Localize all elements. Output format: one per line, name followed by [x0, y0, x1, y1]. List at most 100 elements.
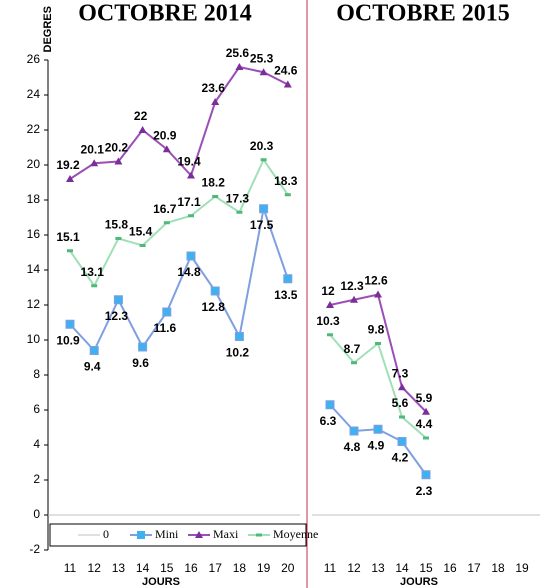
x-tick-label: 15 [160, 561, 174, 575]
marker-mini [397, 437, 407, 446]
marker-moyenne [260, 158, 267, 162]
y-tick-label: 6 [33, 402, 40, 416]
marker-maxi [90, 159, 99, 167]
marker-maxi [350, 295, 358, 303]
data-label: 12.8 [202, 300, 226, 314]
marker-maxi [235, 63, 244, 70]
data-label: 17.3 [226, 191, 250, 205]
marker-moyenne [212, 195, 219, 198]
data-label: 15.4 [129, 225, 153, 239]
marker-maxi [114, 157, 123, 165]
x-tick-label: 13 [371, 561, 385, 575]
marker-maxi [283, 80, 292, 88]
y-tick-label: 26 [27, 52, 41, 66]
data-label: 7.3 [392, 366, 409, 380]
marker-mini [113, 295, 123, 305]
marker-maxi [422, 407, 430, 415]
data-label: 23.6 [202, 81, 226, 95]
marker-mini [283, 274, 293, 284]
marker-mini [210, 286, 220, 296]
marker-mini [162, 307, 172, 317]
chart-title: OCTOBRE 2015 [336, 1, 510, 27]
legend-label: 0 [103, 527, 109, 541]
data-label: 12.3 [340, 279, 364, 293]
marker-moyenne [139, 244, 146, 247]
marker-maxi [211, 98, 220, 105]
x-tick-label: 19 [257, 561, 271, 575]
x-tick-label: 13 [112, 561, 126, 575]
x-tick-label: 18 [233, 561, 247, 575]
data-label: 18.2 [202, 176, 226, 190]
marker-maxi [162, 145, 171, 153]
chart-title: OCTOBRE 2014 [78, 1, 252, 27]
data-label: 4.4 [416, 417, 433, 431]
marker-moyenne [236, 210, 243, 214]
data-label: 2.3 [416, 484, 433, 498]
y-tick-label: 22 [27, 122, 41, 136]
marker-moyenne [375, 342, 381, 345]
data-label: 4.2 [392, 451, 409, 465]
data-label: 6.3 [320, 414, 337, 428]
marker-moyenne [399, 415, 405, 419]
data-label: 5.6 [392, 396, 409, 410]
marker-mini [349, 426, 359, 436]
marker-moyenne [327, 333, 333, 337]
data-label: 13.1 [81, 265, 105, 279]
data-label: 15.1 [56, 230, 80, 244]
x-tick-label: 14 [395, 561, 409, 575]
x-tick-label: 14 [136, 561, 150, 575]
marker-mini [89, 346, 99, 355]
data-label: 17.1 [177, 195, 201, 209]
x-tick-label: 11 [64, 561, 77, 575]
marker-moyenne [423, 436, 429, 440]
data-label: 18.3 [274, 174, 298, 188]
marker-mini [138, 342, 148, 352]
y-tick-label: 16 [27, 227, 41, 241]
series-line [69, 65, 289, 180]
data-label: 9.8 [368, 323, 385, 337]
x-tick-label: 17 [209, 561, 223, 575]
series-line [69, 204, 289, 353]
y-tick-label: 14 [27, 262, 41, 276]
legend-marker [256, 533, 262, 537]
y-tick-label: 2 [33, 472, 40, 486]
data-label: 9.6 [132, 356, 149, 370]
data-label: 10.2 [226, 346, 250, 360]
data-label: 20.3 [250, 139, 274, 153]
data-label: 25.3 [250, 51, 274, 65]
data-label: 19.2 [56, 158, 80, 172]
legend-box [49, 523, 307, 547]
y-tick-label: 18 [27, 192, 41, 206]
x-tick-label: 18 [491, 561, 505, 575]
x-tick-label: 16 [443, 561, 457, 575]
x-tick-label: 12 [88, 561, 102, 575]
y-tick-label: -2 [29, 542, 40, 556]
data-label: 4.8 [344, 440, 361, 454]
data-label: 15.8 [105, 218, 129, 232]
marker-moyenne [284, 193, 291, 197]
marker-maxi [398, 383, 406, 391]
data-label: 20.9 [153, 128, 177, 142]
y-tick-label: 8 [33, 367, 40, 381]
data-label: 24.6 [274, 64, 298, 78]
x-tick-label: 20 [281, 561, 295, 575]
data-label: 9.4 [84, 360, 101, 374]
y-tick-label: 12 [27, 297, 41, 311]
data-label: 12.3 [105, 309, 129, 323]
marker-maxi [138, 126, 147, 133]
data-label: 10.3 [316, 314, 340, 328]
data-label: 11.6 [153, 321, 176, 335]
y-tick-label: 0 [33, 507, 40, 521]
x-tick-label: 19 [515, 561, 529, 575]
data-label: 5.9 [416, 391, 433, 405]
data-label: 17.5 [250, 218, 274, 232]
x-tick-label: 16 [184, 561, 198, 575]
y-tick-label: 24 [27, 87, 41, 101]
legend: 0 Mini Maxi Moyenne [49, 523, 318, 547]
legend-label: Moyenne [273, 527, 318, 541]
data-label: 4.9 [368, 438, 385, 452]
marker-moyenne [188, 214, 194, 218]
data-label: 22 [134, 109, 148, 123]
legend-marker [137, 531, 145, 539]
